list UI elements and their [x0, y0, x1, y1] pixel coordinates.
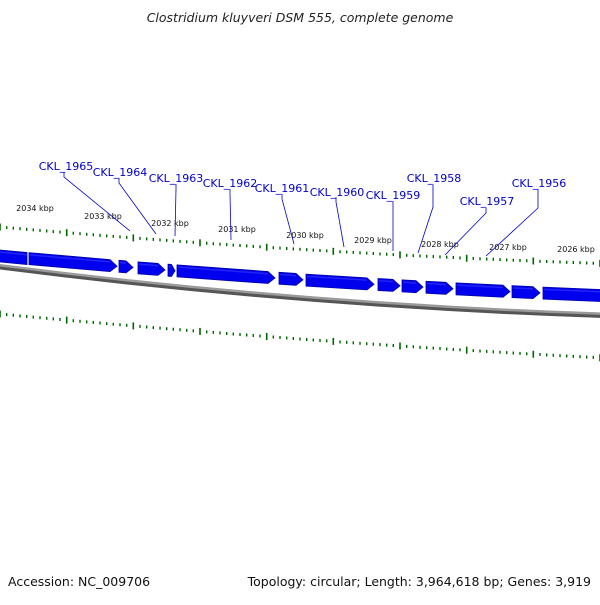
inner-tick-track: [0, 310, 600, 362]
leader-line: [118, 178, 157, 235]
gene-arrow-highlight: [544, 288, 600, 293]
ruler-label: 2030 kbp: [286, 231, 324, 240]
ruler-label: 2034 kbp: [16, 204, 54, 213]
leader-line: [485, 189, 539, 257]
ruler-label: 2027 kbp: [489, 243, 527, 252]
gene-label-ckl-1965[interactable]: CKL_1965: [39, 160, 94, 173]
ruler-label: 2033 kbp: [84, 212, 122, 221]
gene-label-ckl-1958[interactable]: CKL_1958: [407, 172, 462, 185]
gene-label-ckl-1956[interactable]: CKL_1956: [512, 177, 567, 190]
gene-arrow-highlight: [120, 261, 126, 264]
ruler-label: 2032 kbp: [151, 219, 189, 228]
gene-arrow-highlight: [169, 265, 172, 268]
gene-label-ckl-1962[interactable]: CKL_1962: [203, 177, 258, 190]
gene-label-ckl-1957[interactable]: CKL_1957: [460, 195, 515, 208]
outer-tick-track: [0, 223, 600, 267]
gene-label-ckl-1963[interactable]: CKL_1963: [149, 172, 204, 185]
genome-backbone-shadow: [0, 265, 600, 318]
ruler-label: 2028 kbp: [421, 240, 459, 249]
gene-arrow-highlight: [280, 273, 296, 277]
gene-arrow-highlight: [513, 287, 533, 290]
gene-track[interactable]: [0, 249, 600, 302]
gene-label-ckl-1959[interactable]: CKL_1959: [366, 189, 421, 202]
leader-line: [281, 194, 295, 245]
gene-arrow-highlight: [178, 266, 268, 275]
leader-line: [335, 197, 345, 248]
map-title: Clostridium kluyveri DSM 555, complete g…: [147, 10, 454, 25]
gene-arrow-highlight: [379, 280, 393, 283]
ruler-labels: 2034 kbp 2033 kbp 2032 kbp 2031 kbp 2030…: [16, 204, 595, 254]
gene-arrow-highlight: [403, 281, 416, 284]
gene-label-ckl-1961[interactable]: CKL_1961: [255, 182, 310, 195]
leader-line: [63, 172, 131, 232]
gene-arrow-highlight: [30, 254, 110, 263]
gene-arrow-highlight: [0, 251, 27, 256]
gene-label-ckl-1960[interactable]: CKL_1960: [310, 186, 365, 199]
ruler-label: 2026 kbp: [557, 245, 595, 254]
leader-line: [174, 184, 177, 237]
gene-arrow-highlight: [427, 282, 446, 286]
ruler-label: 2031 kbp: [218, 225, 256, 234]
gene-label-ckl-1964[interactable]: CKL_1964: [93, 166, 148, 179]
genome-backbone: [0, 264, 600, 315]
ruler-label: 2029 kbp: [354, 236, 392, 245]
gene-arrow[interactable]: [0, 249, 28, 265]
gene-arrow-highlight: [139, 263, 158, 267]
leader-line: [417, 185, 434, 254]
accession-text: Accession: NC_009706: [8, 574, 150, 589]
gene-arrow-highlight: [457, 284, 503, 289]
gene-arrow-highlight: [307, 275, 367, 281]
leader-line: [444, 208, 487, 256]
leader-line: [229, 189, 232, 241]
genome-summary-text: Topology: circular; Length: 3,964,618 bp…: [247, 574, 591, 589]
gene-labels[interactable]: CKL_1965 CKL_1964 CKL_1963 CKL_1962 CKL_…: [39, 160, 567, 208]
gene-label-leaders: [63, 172, 539, 257]
